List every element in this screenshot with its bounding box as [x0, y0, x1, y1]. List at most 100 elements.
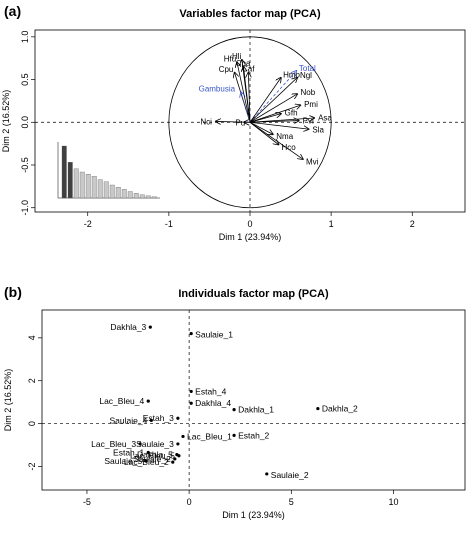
variable-arrow [249, 78, 297, 123]
x-tick-label: 5 [289, 497, 294, 507]
individual-point [146, 450, 150, 455]
y-tick-label: -1.0 [20, 200, 30, 216]
scree-bar [151, 196, 157, 199]
y-tick-label: 4 [27, 335, 37, 340]
individual-point [232, 433, 236, 437]
individual-label: Saulaie_2 [133, 454, 171, 464]
variable-arrow [249, 105, 300, 123]
variable-label: Mvi [306, 157, 319, 166]
x-tick-label: -2 [84, 219, 92, 229]
scree-bar [97, 179, 103, 199]
scree-bar [127, 191, 133, 199]
scree-bar [67, 162, 73, 199]
individual-label: Dakhla_4 [195, 398, 231, 408]
variable-arrow [249, 121, 273, 134]
x-tick-label: 0 [247, 219, 252, 229]
scree-bar [103, 181, 109, 199]
variable-arrow [249, 78, 281, 123]
individual-point [149, 418, 153, 422]
variable-label: Hfu [224, 55, 236, 64]
scree-bar [61, 145, 67, 199]
scree-bar [115, 187, 121, 199]
individual-point [171, 460, 175, 464]
variable-arrow [249, 121, 308, 129]
panel-b-label: (b) [4, 284, 22, 300]
scree-bar [79, 171, 85, 199]
x-axis-label: Dim 1 (23.94%) [219, 232, 282, 242]
panel-a-label: (a) [4, 3, 21, 19]
individual-point [177, 454, 181, 458]
individual-label: Saulaie_1 [195, 330, 233, 340]
x-axis-label: Dim 1 (23.94%) [222, 510, 285, 520]
individual-label: Saulaie_2 [271, 470, 309, 480]
y-tick-label: 2 [27, 378, 37, 383]
individual-label: Dakhla_5 [137, 450, 173, 460]
individual-point [173, 457, 177, 461]
individual-label: Lac_Bleu_1 [187, 431, 232, 441]
variable-label: Pu [235, 118, 245, 127]
variable-label: Ngl [300, 71, 312, 80]
x-tick-label: 2 [410, 219, 415, 229]
individuals-factor-map: Individuals factor map (PCA) -5 0 5 10 -2 0 2 4 D… [3, 288, 466, 520]
variable-label: Nci [200, 117, 212, 126]
plot-frame [41, 309, 466, 491]
individual-label: Dakhla_2 [322, 404, 358, 414]
scree-bar [91, 176, 97, 199]
individual-point [189, 401, 193, 405]
variable-label: Cpu [219, 65, 234, 74]
chart-title: Variables factor map (PCA) [179, 8, 321, 20]
chart-title: Individuals factor map (PCA) [178, 288, 329, 300]
variable-arrow [249, 114, 281, 123]
individual-label: Lac_Bleu_4 [99, 396, 144, 406]
variable-arrow [249, 121, 303, 159]
variables-factor-map: Variables factor map (PCA) -2 -1 0 1 2 -1.0 -0.… [1, 8, 466, 242]
scree-bar [133, 193, 139, 199]
variable-arrow [248, 73, 250, 123]
variable-label: Gambusia [199, 85, 236, 94]
individual-point [316, 406, 320, 411]
variable-label: Pmi [304, 100, 318, 109]
scree-bar [121, 189, 127, 199]
individual-point [189, 389, 193, 394]
variable-label: Total [299, 64, 316, 73]
scree-bar [85, 174, 91, 199]
variable-arrow [241, 92, 251, 123]
individual-point [148, 325, 152, 329]
variable-label: Hmo [283, 71, 300, 80]
variable-label: Caf [242, 65, 255, 74]
individual-point [189, 331, 193, 336]
variable-arrow [249, 121, 299, 123]
individual-label: Estah_3 [143, 413, 174, 423]
y-tick-label: 0 [27, 421, 37, 426]
variable-label: Asa [318, 114, 332, 123]
individual-point [146, 399, 150, 403]
x-tick-label: 0 [187, 497, 192, 507]
individual-point [138, 442, 142, 446]
individual-label: Lac_Bleu_5 [130, 451, 175, 461]
x-tick-label: 10 [388, 497, 398, 507]
y-tick-label: 0.5 [20, 73, 30, 86]
y-tick-label: 1.0 [20, 31, 30, 44]
scree-inset [57, 142, 160, 199]
individual-label: Estah_2 [238, 430, 269, 440]
variable-arrow [244, 67, 251, 123]
scree-bar [145, 195, 151, 199]
x-tick-label: -1 [165, 219, 173, 229]
variable-label: Pvi [303, 116, 314, 125]
variable-label: Nma [276, 132, 293, 141]
scree-bar [73, 168, 79, 199]
variable-label: Sla [312, 126, 324, 135]
individual-label: Estah_4 [195, 386, 226, 396]
individual-point [144, 459, 148, 463]
variable-label: Hli [232, 52, 242, 61]
individual-label: Dakhla_3 [110, 322, 146, 332]
individual-point [176, 416, 180, 420]
individual-label: Saulaie_5 [104, 456, 142, 466]
individual-label: Lac_Bleu_3 [91, 439, 136, 449]
y-axis-label: Dim 2 (16.52%) [3, 369, 13, 432]
y-tick-label: -0.5 [20, 157, 30, 173]
scree-bar [139, 194, 145, 199]
individual-label: Saulaie_4 [110, 415, 148, 425]
individual-point [232, 408, 236, 412]
